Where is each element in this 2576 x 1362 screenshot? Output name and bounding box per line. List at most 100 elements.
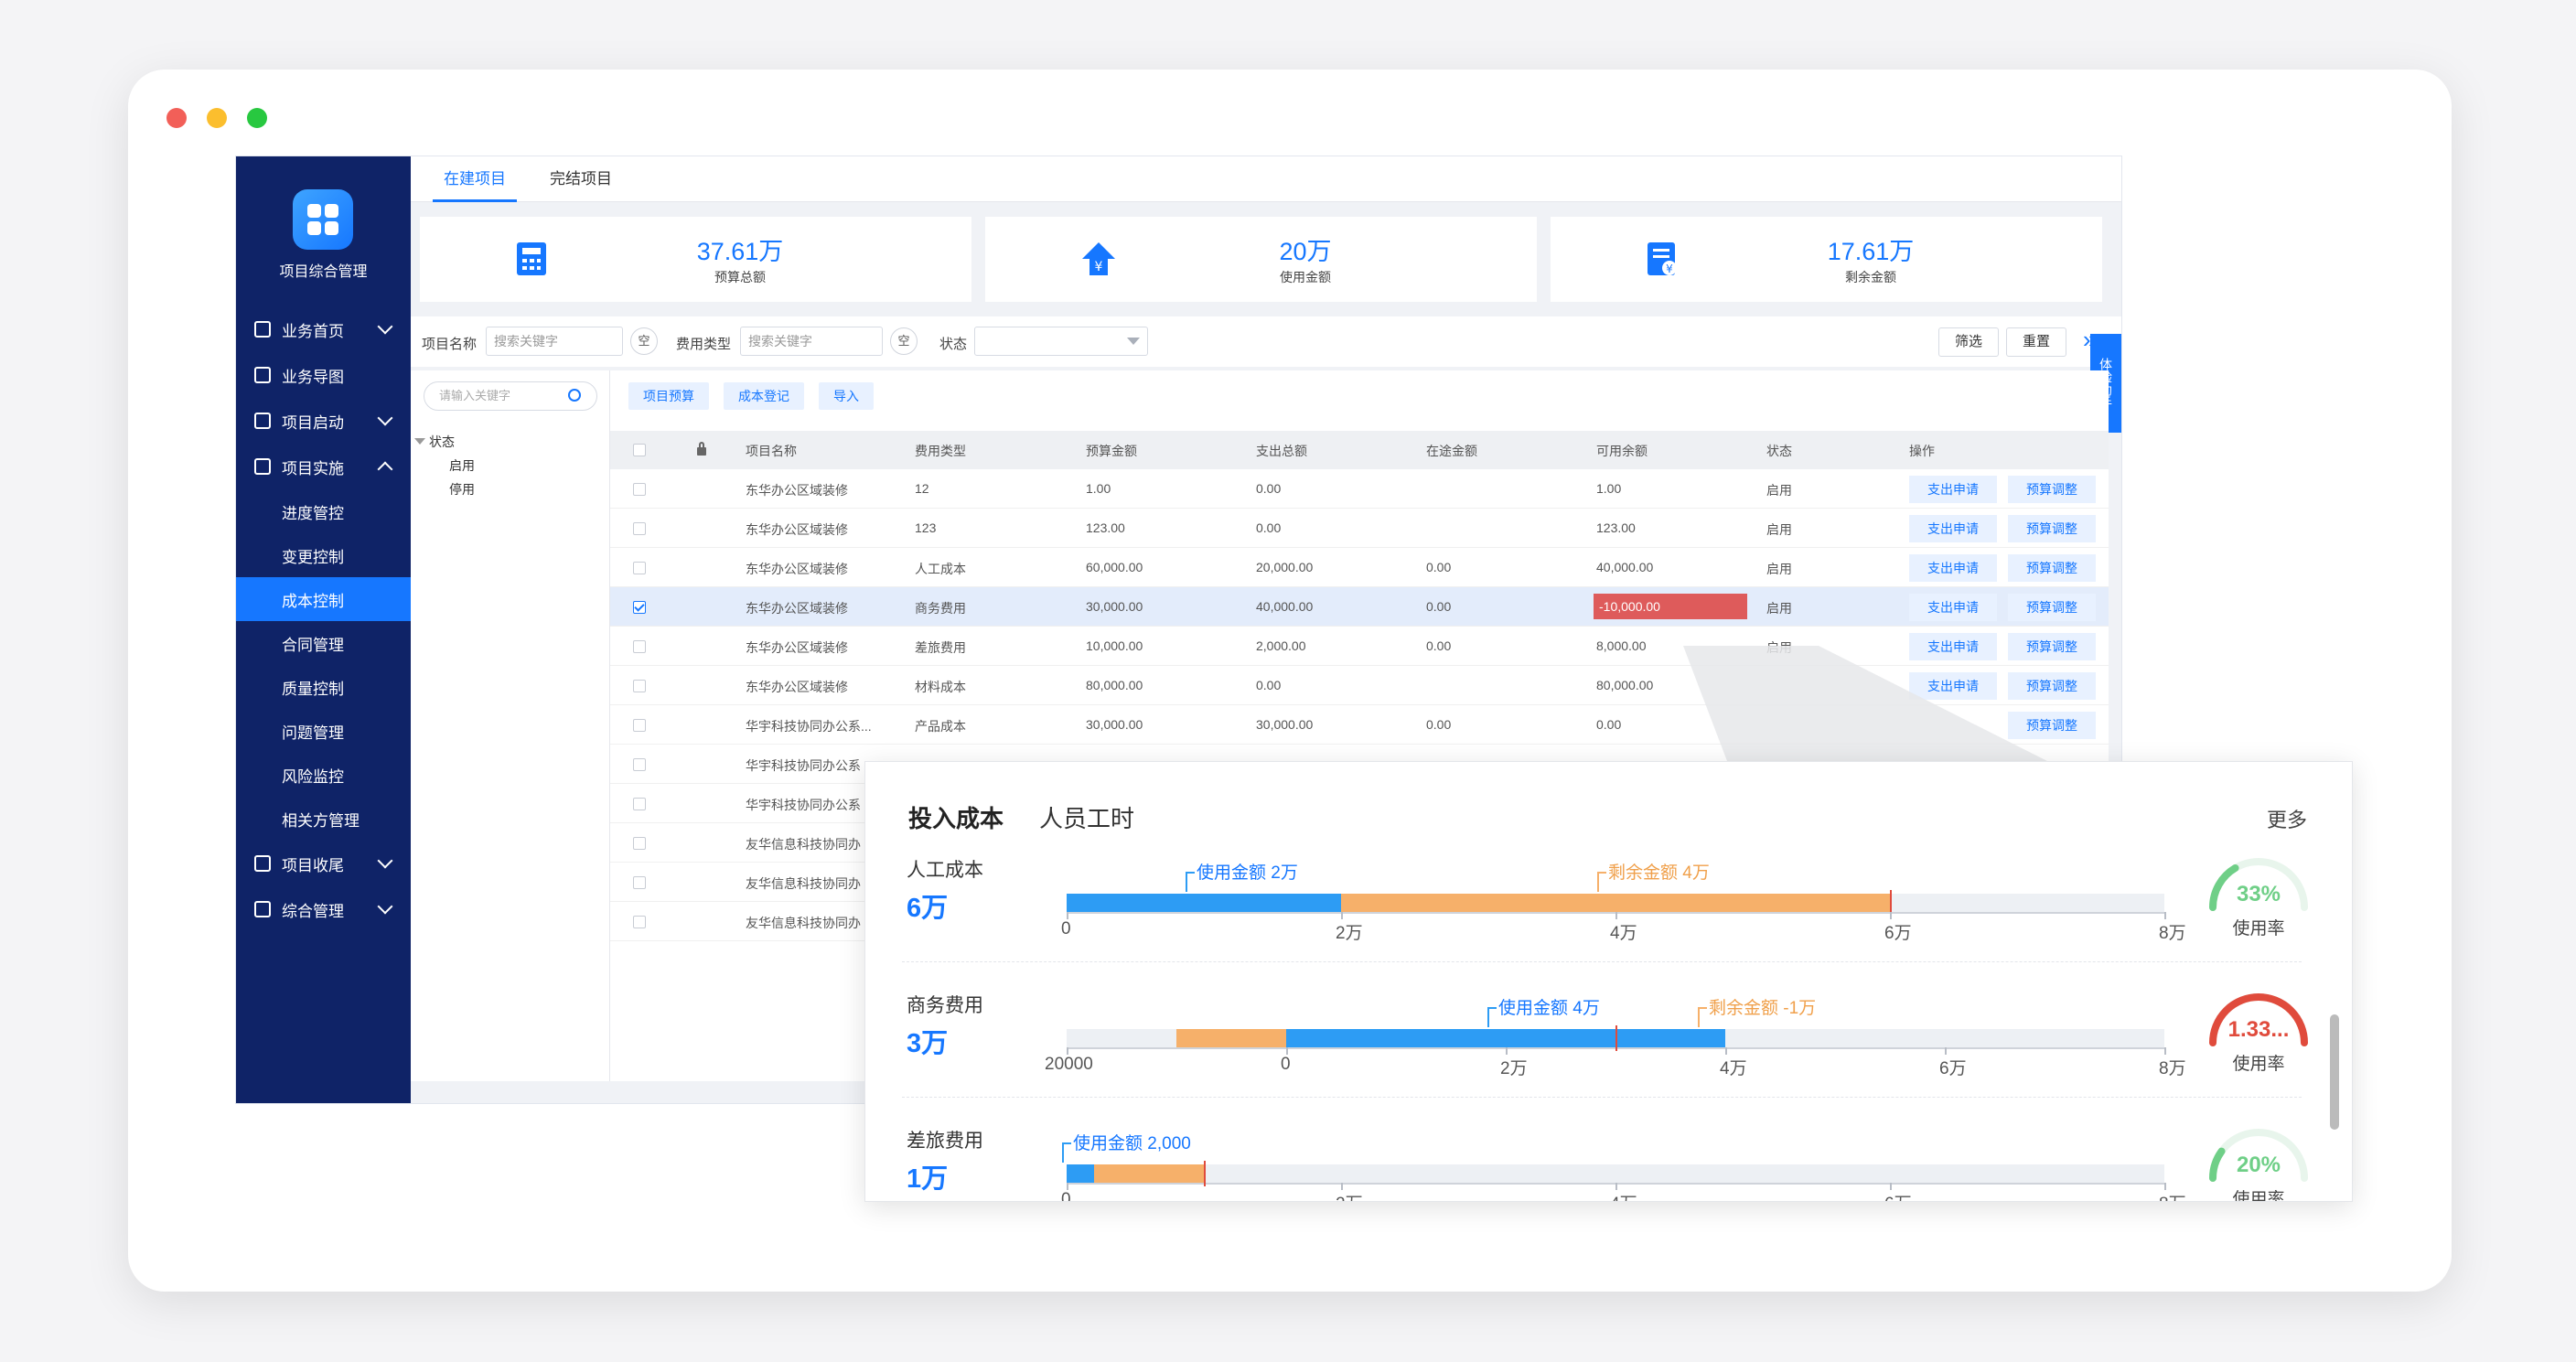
gauge-value: 33% xyxy=(2236,882,2281,906)
import-button[interactable]: 导入 xyxy=(819,382,874,410)
row-checkbox[interactable] xyxy=(633,601,646,614)
tab-in-progress[interactable]: 在建项目 xyxy=(433,156,517,202)
budget-adjust-button[interactable]: 预算调整 xyxy=(2008,672,2096,700)
fee-type-input[interactable]: 搜索关键字 xyxy=(740,327,883,356)
chevron-down-icon[interactable] xyxy=(377,410,393,426)
fee-clear-button[interactable]: 空 xyxy=(890,327,918,355)
tree-node-disabled[interactable]: 停用 xyxy=(449,482,475,497)
sidebar-item-4[interactable]: 项目实施 xyxy=(236,444,411,489)
status-select[interactable] xyxy=(974,327,1148,356)
row-checkbox[interactable] xyxy=(633,640,646,653)
sidebar-item-1[interactable]: 业务首页 xyxy=(236,306,411,352)
table-row[interactable]: 东华办公区域装修 人工成本 60,000.00 20,000.00 0.00 启用 40,0… xyxy=(610,548,2109,587)
expense-apply-button[interactable]: 支出申请 xyxy=(1909,515,1997,542)
col-fee-type[interactable]: 费用类型 xyxy=(915,444,966,458)
row-checkbox[interactable] xyxy=(633,798,646,810)
sidebar-subitem[interactable]: 变更控制 xyxy=(282,548,344,566)
chevron-down-icon[interactable] xyxy=(377,853,393,869)
table-row[interactable]: 华宇科技协同办公系... 产品成本 30,000.00 30,000.00 0.00 0.… xyxy=(610,705,2109,745)
used-bar[interactable] xyxy=(1067,894,1341,912)
col-status[interactable]: 状态 xyxy=(1766,444,1792,458)
budget-adjust-button[interactable]: 预算调整 xyxy=(2008,712,2096,739)
project-name-input[interactable]: 搜索关键字 xyxy=(486,327,623,356)
sidebar-subitem[interactable]: 合同管理 xyxy=(282,636,344,654)
col-budget[interactable]: 预算金额 xyxy=(1086,444,1137,458)
maximize-dot[interactable] xyxy=(247,108,267,128)
sidebar-item-2[interactable]: 业务导图 xyxy=(236,352,411,398)
used-bar[interactable] xyxy=(1286,1029,1725,1047)
row-checkbox[interactable] xyxy=(633,758,646,771)
chevron-down-icon[interactable] xyxy=(377,898,393,915)
expense-apply-button[interactable]: 支出申请 xyxy=(1909,476,1997,503)
col-transit[interactable]: 在途金额 xyxy=(1426,444,1477,458)
budget-adjust-button[interactable]: 预算调整 xyxy=(2008,554,2096,582)
remaining-bar[interactable] xyxy=(1341,894,1890,912)
expense-apply-button[interactable]: 支出申请 xyxy=(1909,594,1997,621)
tab-completed[interactable]: 完结项目 xyxy=(550,170,612,188)
search-icon[interactable] xyxy=(568,389,581,402)
row-checkbox[interactable] xyxy=(633,483,646,496)
table-row[interactable]: 东华办公区域装修 差旅费用 10,000.00 2,000.00 0.00 启用 8,000… xyxy=(610,627,2109,666)
tree-node-enabled[interactable]: 启用 xyxy=(449,458,475,473)
remaining-bar[interactable] xyxy=(1176,1029,1286,1047)
table-row[interactable]: 东华办公区域装修 商务费用 30,000.00 40,000.00 0.00 启用 -10,… xyxy=(610,587,2109,627)
used-bar[interactable] xyxy=(1067,1164,1094,1183)
filter-button[interactable]: 筛选 xyxy=(1938,327,1999,357)
expense-apply-button[interactable]: 支出申请 xyxy=(1909,633,1997,660)
remaining-bar[interactable] xyxy=(1094,1164,1204,1183)
caret-down-icon[interactable] xyxy=(414,438,425,445)
row-checkbox[interactable] xyxy=(633,680,646,692)
budget-adjust-button[interactable]: 预算调整 xyxy=(2008,594,2096,621)
sidebar-subitem[interactable]: 质量控制 xyxy=(282,680,344,698)
sidebar-subitem[interactable]: 相关方管理 xyxy=(282,811,360,830)
cell-available-negative: -10,000.00 xyxy=(1594,594,1747,619)
table-row[interactable]: 东华办公区域装修 材料成本 80,000.00 0.00 80,000.00 支出申请 预算… xyxy=(610,666,2109,705)
row-checkbox[interactable] xyxy=(633,719,646,732)
sidebar-item-3[interactable]: 项目启动 xyxy=(236,398,411,444)
sidebar-subitem[interactable]: 风险监控 xyxy=(282,767,344,786)
tab-labor-hours[interactable]: 人员工时 xyxy=(1039,805,1135,832)
cell-transit: 0.00 xyxy=(1426,638,1452,653)
tab-input-cost[interactable]: 投入成本 xyxy=(908,805,1004,832)
minimize-dot[interactable] xyxy=(207,108,227,128)
cost-register-button[interactable]: 成本登记 xyxy=(724,382,804,410)
cell-spent: 0.00 xyxy=(1256,678,1282,692)
budget-adjust-button[interactable]: 预算调整 xyxy=(2008,633,2096,660)
sidebar-subitem[interactable]: 问题管理 xyxy=(282,724,344,742)
filter-bar: 项目名称 搜索关键字 空 费用类型 搜索关键字 空 状态 筛选 重置 » xyxy=(411,316,2121,367)
cell-name: 东华办公区域装修 xyxy=(746,640,848,655)
project-budget-button[interactable]: 项目预算 xyxy=(628,382,709,410)
close-dot[interactable] xyxy=(166,108,187,128)
row-checkbox[interactable] xyxy=(633,522,646,535)
row-checkbox[interactable] xyxy=(633,562,646,574)
select-all-checkbox[interactable] xyxy=(633,444,646,456)
sidebar-item-bottom-2[interactable]: 综合管理 xyxy=(236,886,411,932)
sidebar-item-bottom-1[interactable]: 项目收尾 xyxy=(236,841,411,886)
table-row[interactable]: 东华办公区域装修 12 1.00 0.00 启用 1.00 支出申请 预算调整 xyxy=(610,469,2109,509)
row-checkbox[interactable] xyxy=(633,916,646,928)
expense-apply-button[interactable]: 支出申请 xyxy=(1909,672,1997,700)
more-link[interactable]: 更多 xyxy=(2267,809,2308,831)
col-spent[interactable]: 支出总额 xyxy=(1256,444,1307,458)
chevron-down-icon[interactable] xyxy=(377,318,393,335)
tree-root[interactable]: 状态 xyxy=(429,434,455,449)
app-logo-icon[interactable] xyxy=(293,189,353,250)
sidebar-subitem[interactable]: 进度管控 xyxy=(282,504,344,522)
panel-scrollbar[interactable] xyxy=(2330,1014,2339,1130)
reset-button[interactable]: 重置 xyxy=(2006,327,2066,357)
sidebar-subitem[interactable]: 成本控制 xyxy=(236,577,411,621)
chevron-up-icon[interactable] xyxy=(377,461,393,477)
row-checkbox[interactable] xyxy=(633,876,646,889)
table-row[interactable]: 东华办公区域装修 123 123.00 0.00 启用 123.00 支出申请 预算调整 xyxy=(610,509,2109,548)
expense-apply-button[interactable]: 支出申请 xyxy=(1909,554,1997,582)
cell-type: 12 xyxy=(915,481,929,496)
cell-spent: 30,000.00 xyxy=(1256,717,1314,732)
budget-adjust-button[interactable]: 预算调整 xyxy=(2008,476,2096,503)
row-checkbox[interactable] xyxy=(633,837,646,850)
project-clear-button[interactable]: 空 xyxy=(630,327,658,355)
col-project-name[interactable]: 项目名称 xyxy=(746,444,797,458)
budget-adjust-button[interactable]: 预算调整 xyxy=(2008,515,2096,542)
stat-label: 剩余金额 xyxy=(1845,270,1896,284)
tree-search-input[interactable]: 请输入关键字 xyxy=(424,381,597,411)
col-available[interactable]: 可用余额 xyxy=(1596,444,1648,458)
